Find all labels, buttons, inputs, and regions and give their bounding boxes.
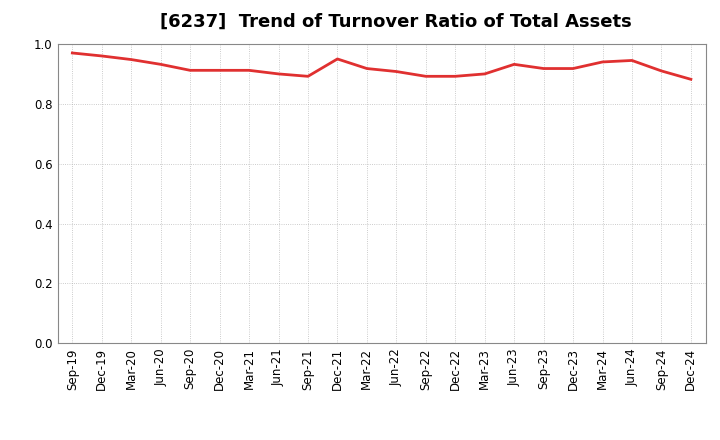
Text: [6237]  Trend of Turnover Ratio of Total Assets: [6237] Trend of Turnover Ratio of Total … (160, 13, 632, 31)
